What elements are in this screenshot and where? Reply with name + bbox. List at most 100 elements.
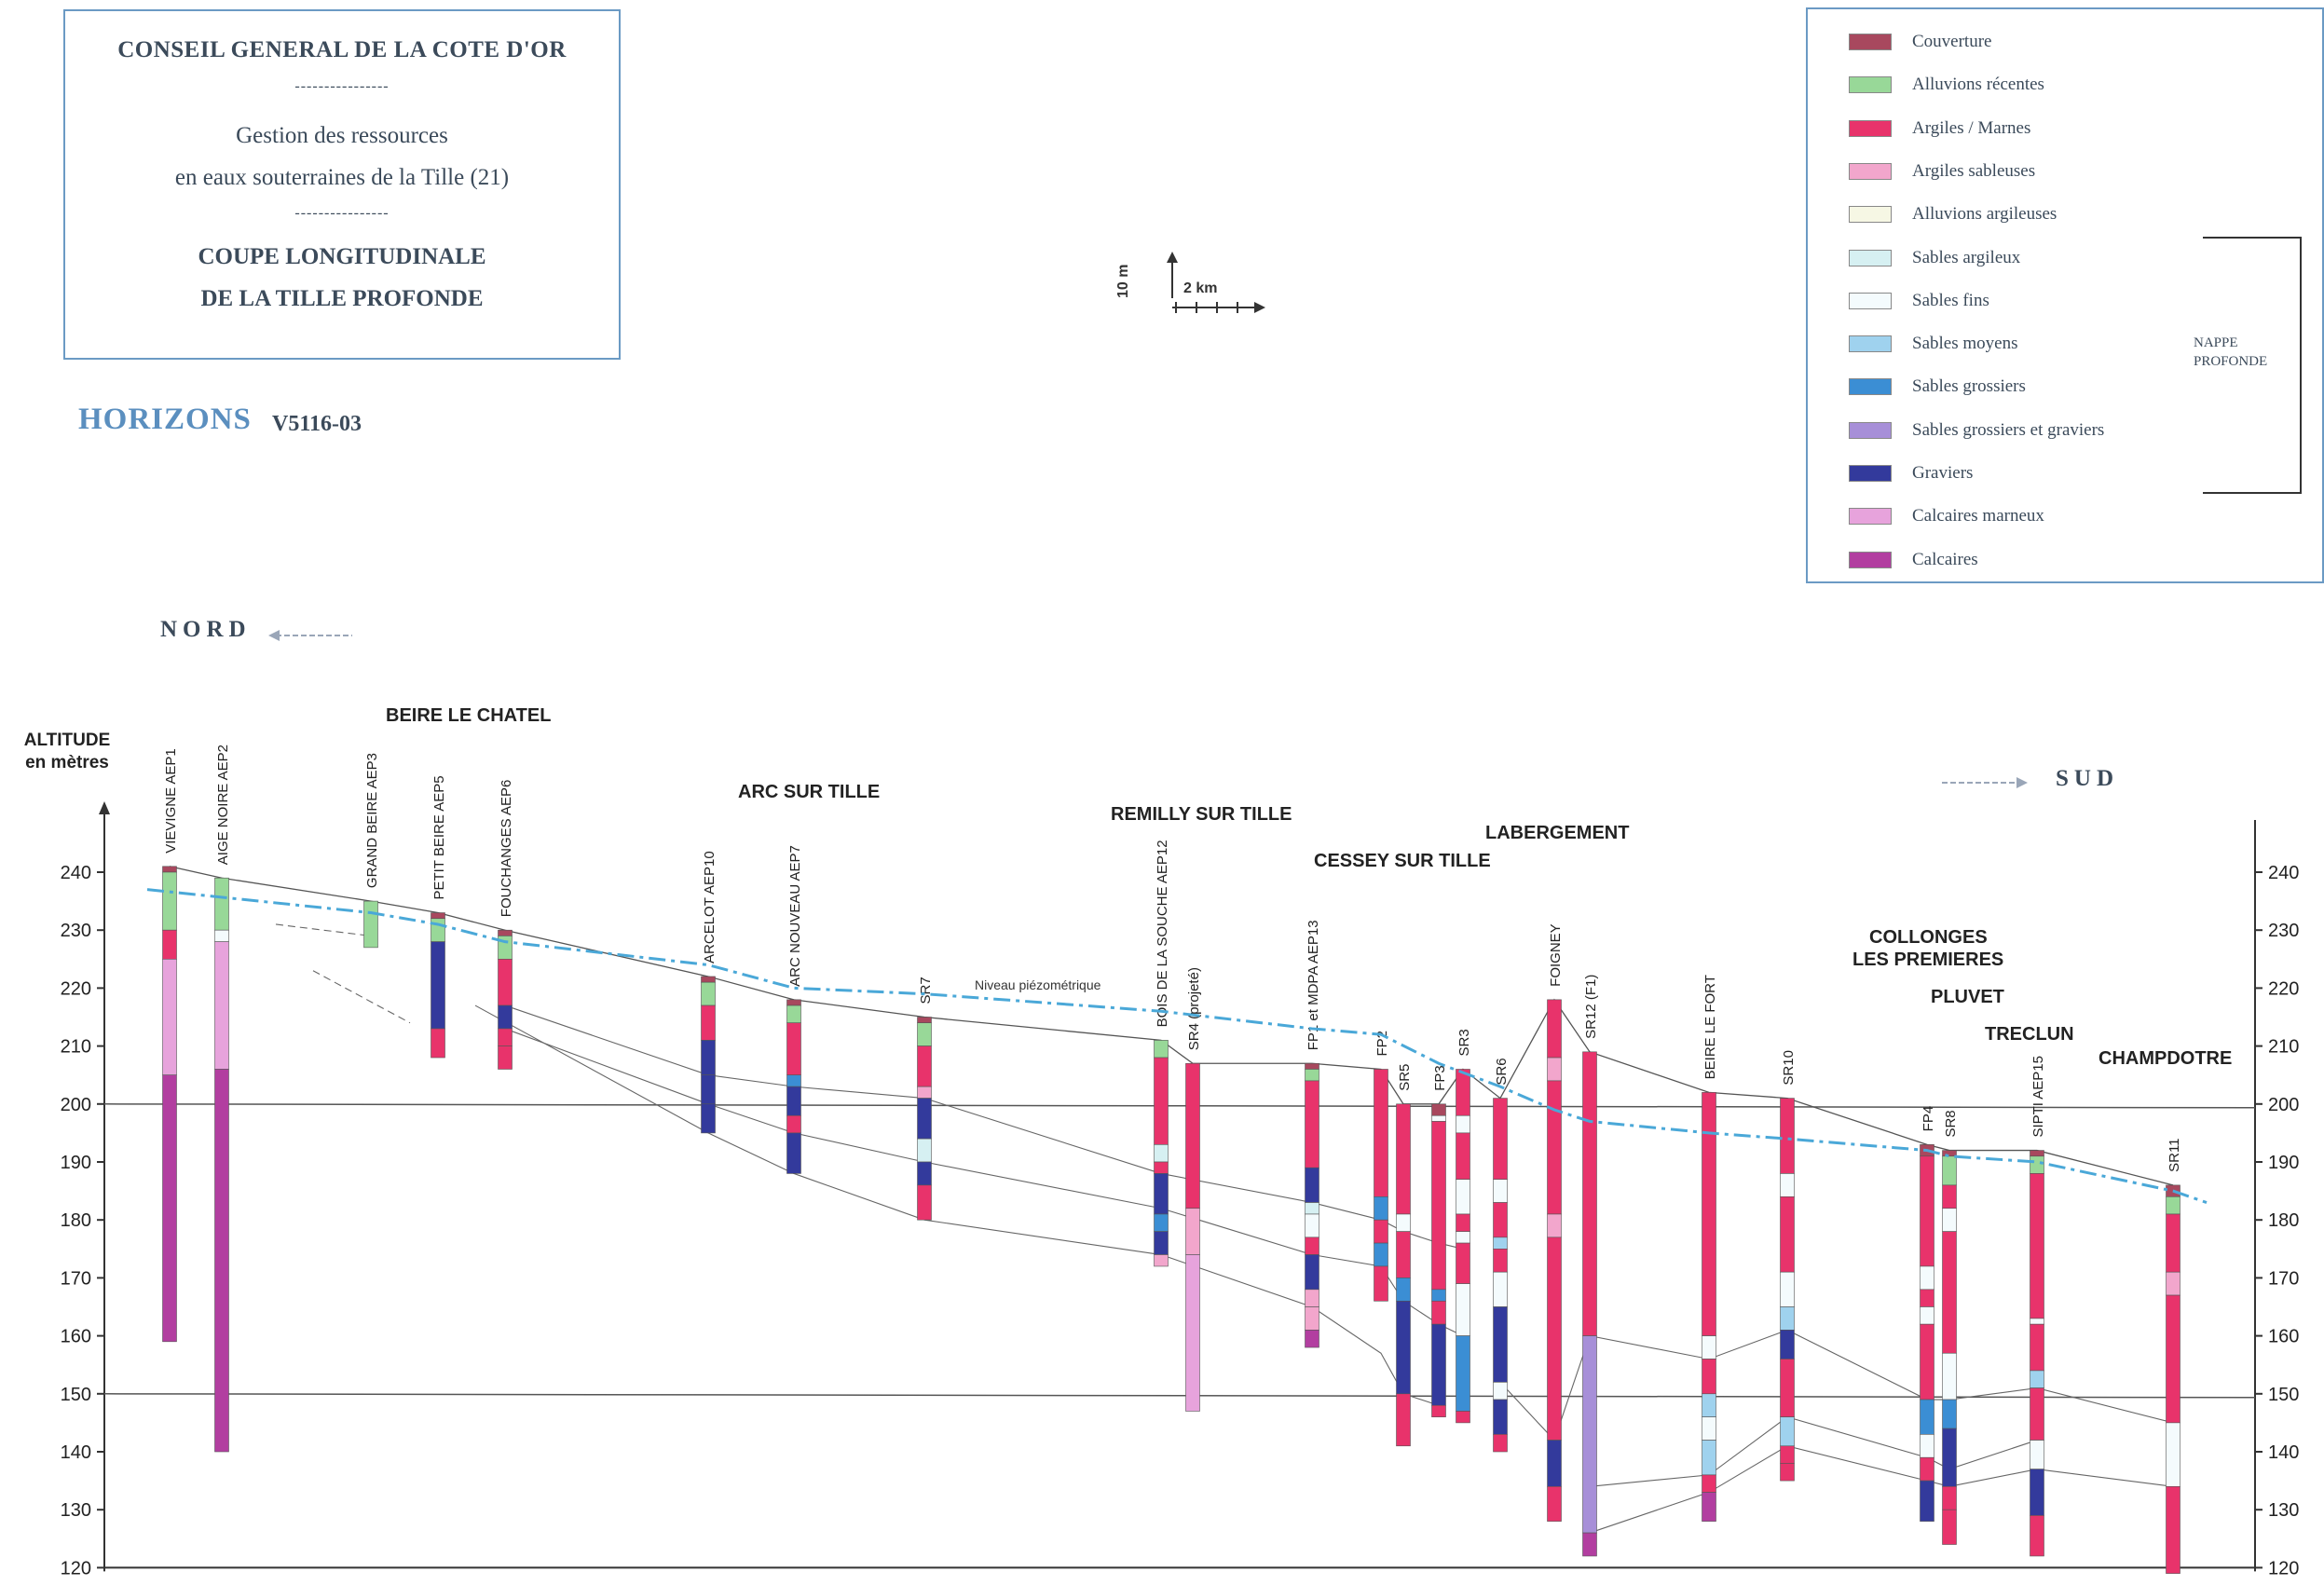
borehole-layer [1456, 1335, 1470, 1412]
borehole-layer [1942, 1428, 1957, 1487]
borehole-layer [1305, 1202, 1319, 1215]
legend-item-calcaires-marneux: Calcaires marneux [1849, 504, 2044, 528]
layer-correlation-line [312, 970, 411, 1024]
legend-item-couverture: Couverture [1849, 30, 1991, 54]
borehole-layer [786, 1074, 801, 1087]
borehole-layer [1456, 1283, 1470, 1336]
axis-label-line-2: en mètres [25, 753, 109, 772]
vertical-scale-label: 10 m [1115, 265, 1131, 298]
borehole-layer [1154, 1161, 1169, 1174]
horizontal-scale-label: 2 km [1183, 280, 1217, 296]
borehole-layer [701, 1004, 716, 1041]
legend-label: Alluvions argileuses [1912, 204, 2057, 225]
borehole-name: VIEVIGNE AEP1 [163, 748, 179, 854]
borehole: SR8 [1942, 1110, 1959, 1545]
borehole-layer [1920, 1155, 1934, 1267]
borehole-layer [1780, 1463, 1795, 1482]
borehole-layer [1305, 1062, 1319, 1070]
borehole-layer [1305, 1167, 1319, 1203]
legend-item-sables-fins: Sables fins [1849, 289, 1989, 313]
legend-swatch [1849, 292, 1892, 309]
south-label: SUD [2056, 766, 2120, 791]
borehole-layer [1547, 1440, 1562, 1487]
borehole-layer [1456, 1242, 1470, 1284]
legend-label: Argiles / Marnes [1912, 117, 2031, 138]
legend-item-sables-grossiers-graviers: Sables grossiers et graviers [1849, 418, 2104, 443]
layer-correlation-line [1589, 1416, 2038, 1487]
legend-item-alluvions-argileuses: Alluvions argileuses [1849, 202, 2057, 226]
legend-label: Sables grossiers [1912, 376, 2026, 397]
borehole-layer [1493, 1098, 1508, 1180]
borehole-layer [1493, 1399, 1508, 1435]
legend-label: Graviers [1912, 463, 1974, 483]
borehole-layer [1942, 1231, 1957, 1354]
town-label: BEIRE LE CHATEL [386, 705, 551, 726]
borehole: ARCELOT AEP10 [701, 851, 718, 1134]
borehole: SR12 (F1) [1582, 975, 1599, 1557]
borehole-layer [2030, 1155, 2044, 1174]
y-tick-label-left: 140 [61, 1442, 91, 1463]
borehole-layer [1305, 1213, 1319, 1238]
borehole-layer [1396, 1393, 1411, 1447]
borehole-layer [1456, 1179, 1470, 1215]
borehole-layer [498, 1004, 513, 1030]
town-label: REMILLY SUR TILLE [1111, 804, 1292, 825]
legend-swatch [1849, 551, 1892, 568]
legend-swatch [1849, 34, 1892, 50]
borehole-name: FP3 [1432, 1065, 1448, 1091]
y-tick-label-right: 160 [2268, 1327, 2299, 1347]
y-tick-label-right: 210 [2268, 1037, 2299, 1058]
borehole-layer [786, 1004, 801, 1024]
borehole-layer [917, 1045, 932, 1087]
borehole-layer [1396, 1103, 1411, 1215]
borehole-layer [1493, 1382, 1508, 1401]
town-label: CHAMPDOTRE [2098, 1048, 2232, 1069]
legend-swatch [1849, 378, 1892, 396]
borehole-layer [1780, 1196, 1795, 1273]
borehole-name: SR8 [1943, 1110, 1959, 1137]
borehole-layer [1547, 1213, 1562, 1238]
borehole-layer [1582, 1532, 1597, 1557]
borehole-layer [1185, 1208, 1200, 1255]
borehole-layer [1305, 1306, 1319, 1331]
borehole: FP2 [1374, 1031, 1390, 1302]
altitude-axes: 240 240 230 230 220 220 210 210 200 200 190 190 180 1… [61, 801, 2299, 1578]
legend: NAPPE PROFONDE Couverture Alluvions récen… [1806, 7, 2324, 583]
borehole: FOUCHANGES AEP6 [498, 780, 514, 1070]
boreholes: VIEVIGNE AEP1 AIGE NOIRE AEP2 GRAND BEIRE … [162, 745, 2182, 1574]
top-correlation-line [169, 866, 2174, 1186]
legend-swatch [1849, 508, 1892, 526]
y-tick-label-left: 190 [61, 1153, 91, 1173]
layer-correlation-line [1589, 1445, 2174, 1534]
borehole-layer [1456, 1411, 1470, 1424]
borehole-layer [498, 1028, 513, 1046]
scale-bar-icon [1167, 252, 1265, 313]
borehole-layer [1431, 1114, 1446, 1122]
borehole-name: FP4 [1921, 1106, 1936, 1132]
borehole: SR3 [1456, 1029, 1472, 1424]
borehole-name: ARC NOUVEAU AEP7 [787, 845, 803, 987]
legend-item-argiles-sableuses: Argiles sableuses [1849, 159, 2035, 184]
borehole-layer [1305, 1237, 1319, 1255]
y-tick-label-left: 230 [61, 921, 91, 941]
y-tick-label-right: 220 [2268, 978, 2299, 999]
borehole-layer [431, 912, 445, 920]
borehole-layer [1702, 1335, 1716, 1360]
borehole-layer [786, 999, 801, 1006]
legend-item-alluvions-recentes: Alluvions récentes [1849, 73, 2044, 97]
borehole-layer [1493, 1271, 1508, 1307]
borehole: FP3 [1431, 1065, 1448, 1417]
borehole-layer [1374, 1069, 1388, 1197]
borehole-layer [1547, 999, 1562, 1059]
town-label: ARC SUR TILLE [738, 782, 880, 802]
borehole-layer [1456, 1213, 1470, 1232]
borehole-layer [162, 1074, 177, 1343]
borehole-layer [1431, 1323, 1446, 1406]
borehole-layer [1920, 1265, 1934, 1291]
borehole-layer [1305, 1069, 1319, 1082]
borehole-layer [1942, 1509, 1957, 1545]
y-tick-label-right: 140 [2268, 1442, 2299, 1463]
legend-swatch [1849, 249, 1892, 266]
borehole: FP4 [1920, 1106, 1936, 1522]
town-label: PLUVET [1931, 987, 2004, 1007]
